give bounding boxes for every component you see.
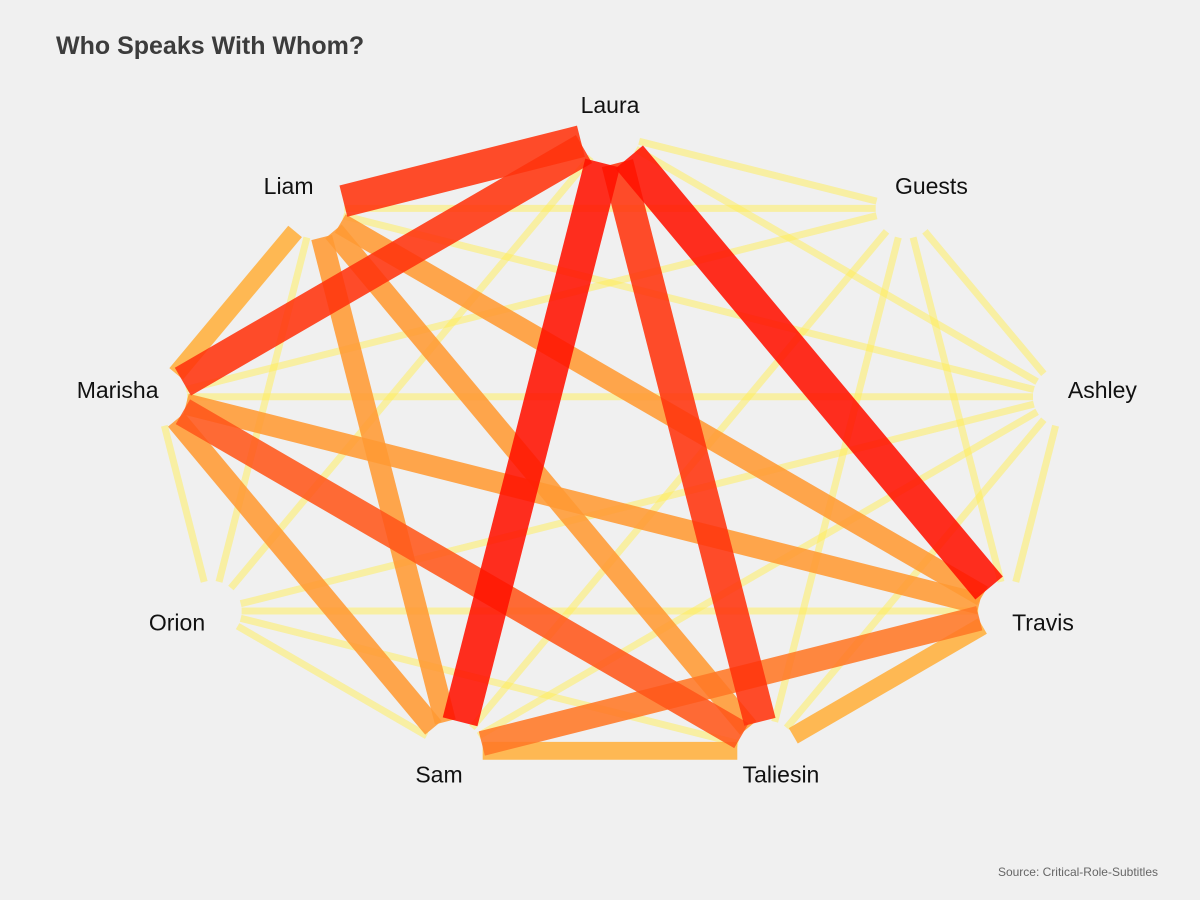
link-guests-sam	[469, 229, 890, 731]
link-taliesin-orion	[239, 614, 740, 747]
link-ashley-travis	[1012, 424, 1059, 583]
link-guests-marisha	[185, 212, 878, 393]
node-label-ashley: Ashley	[1068, 377, 1138, 403]
node-label-taliesin: Taliesin	[743, 761, 820, 787]
link-guests-travis	[909, 236, 1005, 583]
link-liam-travis	[334, 214, 988, 606]
link-sam-travis	[478, 606, 983, 756]
labels-layer: Laura Guests Ashley Travis Taliesin Sam Orion M…	[77, 92, 1138, 787]
source-note: Source: Critical-Role-Subtitles	[997, 865, 1158, 879]
node-label-travis: Travis	[1012, 610, 1074, 636]
link-laura-travis	[615, 145, 1003, 600]
link-liam-taliesin	[325, 224, 757, 735]
link-laura-taliesin	[601, 159, 776, 726]
link-guests-ashley	[922, 229, 1047, 377]
link-marisha-sam	[167, 412, 442, 735]
link-marisha-travis	[183, 393, 982, 615]
link-guests-taliesin	[771, 236, 902, 723]
link-laura-liam	[339, 125, 585, 217]
link-taliesin-travis	[788, 618, 987, 744]
link-laura-guests	[638, 137, 878, 205]
link-liam-marisha	[169, 225, 302, 380]
link-laura-ashley	[634, 146, 1039, 385]
link-liam-sam	[311, 234, 456, 725]
link-liam-orion	[215, 236, 311, 583]
links-layer	[161, 125, 1059, 760]
chart-title: Who Speaks With Whom?	[56, 32, 365, 60]
link-ashley-sam	[476, 408, 1039, 739]
link-laura-orion	[228, 154, 594, 591]
node-label-orion: Orion	[149, 610, 205, 636]
link-sam-orion	[235, 623, 429, 739]
link-ashley-taliesin	[783, 417, 1047, 731]
link-laura-sam	[442, 158, 620, 727]
link-ashley-orion	[239, 400, 1035, 608]
link-liam-ashley	[342, 212, 1035, 393]
link-laura-marisha	[174, 135, 593, 396]
link-marisha-taliesin	[175, 399, 749, 749]
node-label-liam: Liam	[264, 173, 314, 199]
node-label-guests: Guests	[895, 173, 968, 199]
node-label-sam: Sam	[415, 761, 462, 787]
link-orion-marisha	[161, 424, 208, 583]
node-label-marisha: Marisha	[77, 377, 159, 403]
node-label-laura: Laura	[581, 92, 640, 118]
